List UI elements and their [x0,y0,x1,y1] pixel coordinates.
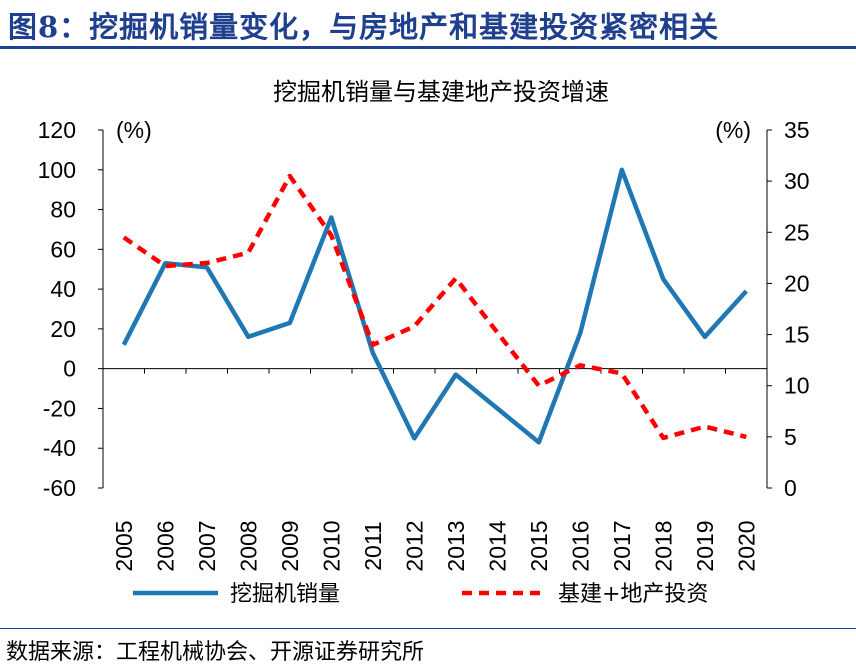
x-tick-label: 2019 [692,520,718,571]
investment-growth-line [122,173,747,441]
x-tick-label: 2011 [360,521,386,570]
right-tick-label: 25 [784,219,810,245]
title-underline [0,46,856,49]
figure-title: 图8：挖掘机销量变化，与房地产和基建投资紧密相关 [8,10,720,44]
right-tick-label: 30 [784,168,810,194]
excavator-sales-line [121,167,748,445]
x-tick-label: 2006 [152,520,178,571]
x-tick-label: 2010 [318,520,344,571]
x-tick-label: 2013 [443,520,469,571]
right-tick-label: 20 [784,270,810,296]
right-tick-label: 35 [784,117,810,143]
left-tick-label: -60 [43,475,76,501]
x-tick-label: 2014 [484,520,510,571]
chart-title: 挖掘机销量与基建地产投资增速 [273,78,609,106]
legend-label-investment: 基建+地产投资 [558,582,708,607]
x-tick-label: 2009 [277,520,303,571]
left-tick-label: 80 [50,197,76,223]
axes: -60 -40 -20 0 20 40 60 80 100 120 0 5 10 15 20 25 30 35 (%… [38,117,810,572]
left-tick-label: 100 [38,157,76,183]
source-divider [0,628,856,629]
source-note: 数据来源：工程机械协会、开源证券研究所 [6,640,425,665]
x-tick-label: 2016 [567,520,593,571]
x-tick-label: 2007 [194,520,220,571]
legend: 挖掘机销量 基建+地产投资 [133,582,708,607]
series-lines [121,167,748,445]
left-axis-unit: (%) [116,117,152,143]
right-tick-label: 0 [784,475,797,501]
excavator-investment-line-chart: 挖掘机销量与基建地产投资增速 -60 -40 -20 0 20 40 60 80 100 120 0… [38,78,810,607]
x-tick-label: 2015 [526,520,552,571]
legend-label-excavator: 挖掘机销量 [230,582,340,607]
left-tick-label: 60 [50,236,76,262]
right-tick-label: 15 [784,322,810,348]
x-tick-label: 2008 [235,520,261,571]
x-tick-label: 2017 [609,520,635,571]
x-tick-label: 2018 [650,520,676,571]
left-tick-label: 120 [38,117,76,143]
figure-header: 图8：挖掘机销量变化，与房地产和基建投资紧密相关 [0,0,856,50]
x-tick-label: 2012 [401,520,427,571]
left-tick-label: 40 [50,276,76,302]
x-tick-label: 2005 [111,520,137,571]
x-tick-label: 2020 [733,520,759,571]
right-axis-unit: (%) [715,117,751,143]
right-tick-label: 10 [784,373,810,399]
left-tick-label: -20 [43,395,76,421]
left-tick-label: -40 [43,435,76,461]
left-tick-label: 0 [63,356,76,382]
right-tick-label: 5 [784,424,797,450]
left-tick-label: 20 [50,316,76,342]
